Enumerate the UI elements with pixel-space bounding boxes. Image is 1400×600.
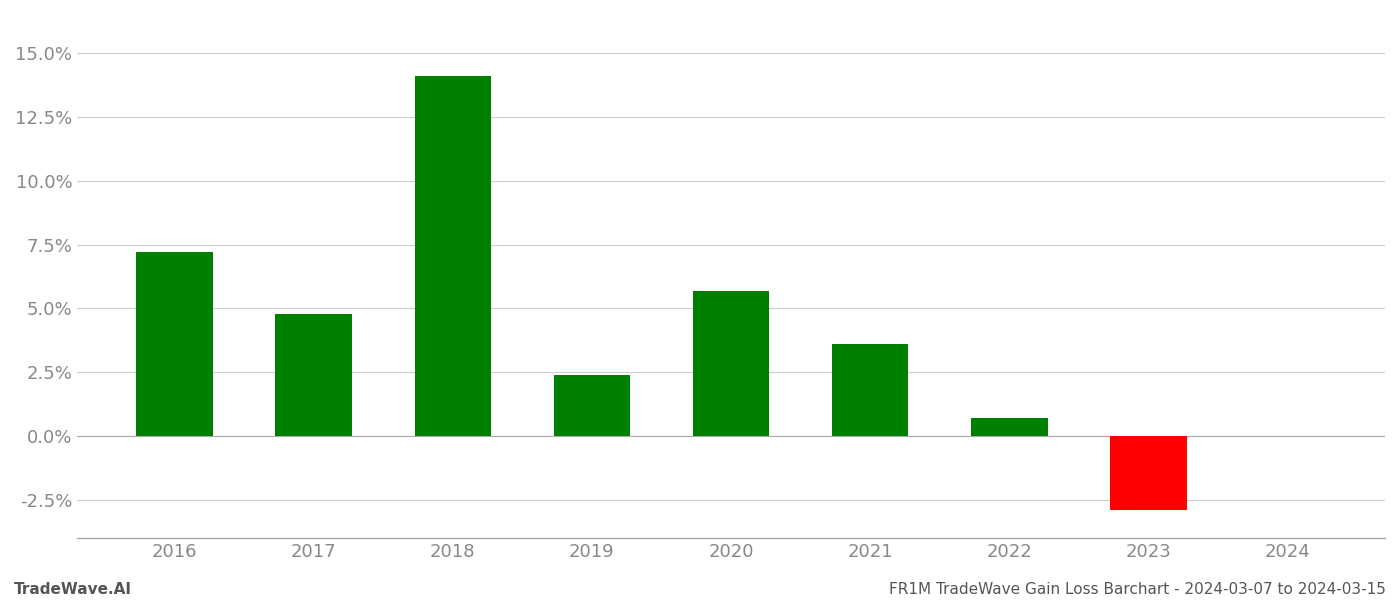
Text: TradeWave.AI: TradeWave.AI <box>14 582 132 597</box>
Bar <box>553 375 630 436</box>
Bar <box>972 418 1047 436</box>
Bar <box>276 314 351 436</box>
Bar <box>1110 436 1187 510</box>
Bar <box>136 253 213 436</box>
Bar <box>414 76 491 436</box>
Text: FR1M TradeWave Gain Loss Barchart - 2024-03-07 to 2024-03-15: FR1M TradeWave Gain Loss Barchart - 2024… <box>889 582 1386 597</box>
Bar <box>832 344 909 436</box>
Bar <box>693 290 770 436</box>
